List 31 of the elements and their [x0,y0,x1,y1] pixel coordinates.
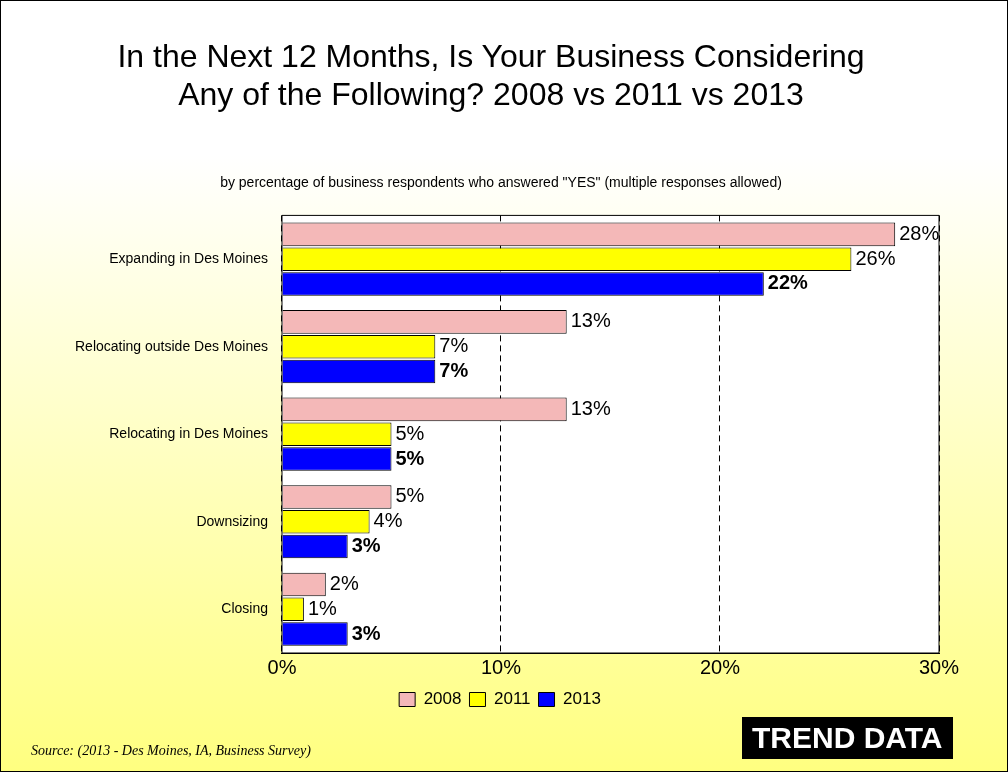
data-label: 13% [570,396,611,419]
data-label: 3% [351,621,381,644]
x-tick-label: 20% [699,655,741,678]
data-label: 4% [373,509,403,532]
legend-label: 2013 [563,689,601,709]
source-note: Source: (2013 - Des Moines, IA, Business Survey) [31,743,311,759]
legend-label: 2011 [493,689,531,709]
data-label: 3% [351,534,381,557]
y-tick-label: Downsizing [196,512,268,529]
chart-subtitle: by percentage of business respondents who answered "YES" (multiple responses allowed) [219,174,783,190]
data-label: 22% [767,271,809,294]
data-label: 5% [395,446,425,469]
x-tick-label: 0% [267,655,297,678]
x-tick-label: 30% [918,655,960,678]
y-tick-label: Expanding in Des Moines [109,250,268,267]
data-label: 5% [395,484,425,507]
y-tick-label: Relocating outside Des Moines [74,337,268,354]
data-label: 7% [439,358,469,381]
data-label: 28% [899,221,940,244]
chart-title: In the Next 12 Months, Is Your Business Considering Any of the Following? 2008 vs 2011 vs 2013 [116,37,866,113]
text: TREND DATA [742,717,953,759]
data-label: 5% [395,421,425,444]
data-label: 26% [855,246,896,269]
data-label: 1% [307,596,338,619]
data-label: 13% [570,309,611,332]
y-tick-label: Relocating in Des Moines [109,425,268,442]
x-tick-label: 10% [480,655,522,678]
data-label: 7% [439,334,469,357]
legend-label: 2008 [423,689,462,709]
data-label: 2% [329,571,359,594]
y-tick-label: Closing [221,600,268,617]
